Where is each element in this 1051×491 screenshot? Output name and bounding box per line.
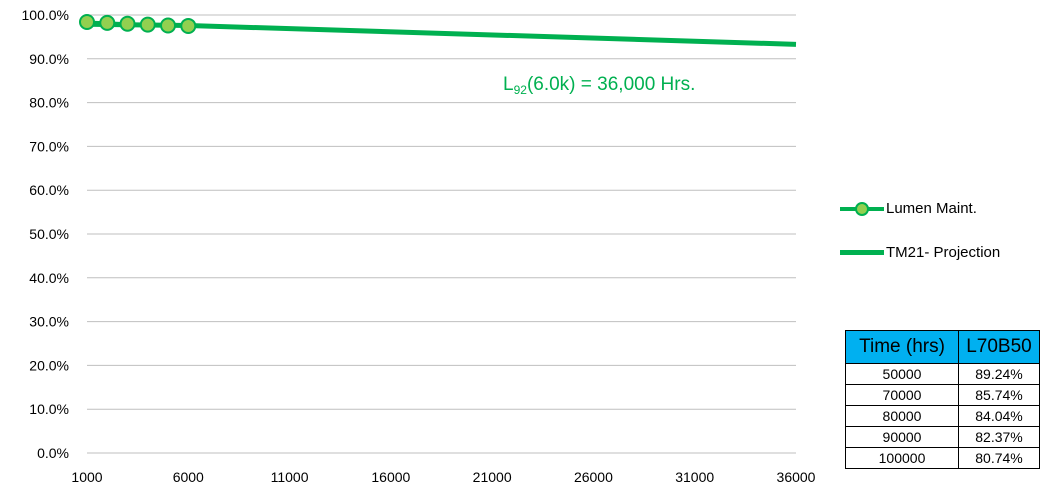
legend-item-lumen-maint: Lumen Maint. [840,200,977,217]
legend-line-icon [840,245,884,261]
table-row: 70000 85.74% [845,384,1040,406]
table-cell: 89.24% [958,363,1040,385]
table-header-row: Time (hrs) L70B50 [845,330,1040,364]
chart-area: 0.0% 10.0% 20.0% 30.0% 40.0% 50.0% 60.0% 70.0% 8… [22,7,816,485]
table-cell: 70000 [845,384,959,406]
table-cell: 80.74% [958,447,1040,469]
data-point-lumen-maint [119,15,136,32]
chart-annotation: L92(6.0k) = 36,000 Hrs. [503,74,696,97]
x-tick-label: 31000 [675,469,714,485]
x-tick-label: 26000 [574,469,613,485]
x-tick-label: 1000 [71,469,102,485]
y-tick-label: 20.0% [29,357,69,373]
table-cell: 80000 [845,405,959,427]
y-tick-label: 10.0% [29,401,69,417]
legend-item-tm21-projection: TM21- Projection [840,244,1000,261]
x-tick-label: 6000 [173,469,204,485]
y-tick-label: 50.0% [29,226,69,242]
y-tick-label: 30.0% [29,314,69,330]
table-cell: 50000 [845,363,959,385]
lumen-table: Time (hrs) L70B50 50000 89.24% 70000 85.74… [845,330,1040,469]
y-tick-label: 40.0% [29,270,69,286]
table-row: 100000 80.74% [845,447,1040,469]
y-tick-label: 70.0% [29,138,69,154]
table-header-l70b50: L70B50 [958,330,1040,364]
table-cell: 82.37% [958,426,1040,448]
table-row: 80000 84.04% [845,405,1040,427]
table-row: 90000 82.37% [845,426,1040,448]
table-cell: 84.04% [958,405,1040,427]
x-tick-label: 21000 [473,469,512,485]
legend-label: TM21- Projection [886,244,1001,261]
table-header-time: Time (hrs) [845,330,959,364]
y-tick-label: 100.0% [22,7,69,23]
table-cell: 90000 [845,426,959,448]
x-tick-label: 11000 [271,469,309,485]
y-tick-label: 0.0% [37,445,69,461]
table-cell: 85.74% [958,384,1040,406]
data-point-lumen-maint [99,14,116,31]
table-row: 50000 89.24% [845,363,1040,385]
data-point-lumen-maint [79,14,95,31]
y-tick-label: 80.0% [29,95,69,111]
x-tick-label: 36000 [777,469,816,485]
x-tick-label: 16000 [371,469,410,485]
data-point-lumen-maint [180,17,197,34]
legend-marker-line-icon [840,201,884,217]
y-tick-label: 60.0% [29,182,69,198]
table-cell: 100000 [845,447,959,469]
data-point-lumen-maint [139,16,156,33]
y-tick-label: 90.0% [29,51,69,67]
data-point-lumen-maint [160,17,177,34]
legend-label: Lumen Maint. [886,200,977,217]
